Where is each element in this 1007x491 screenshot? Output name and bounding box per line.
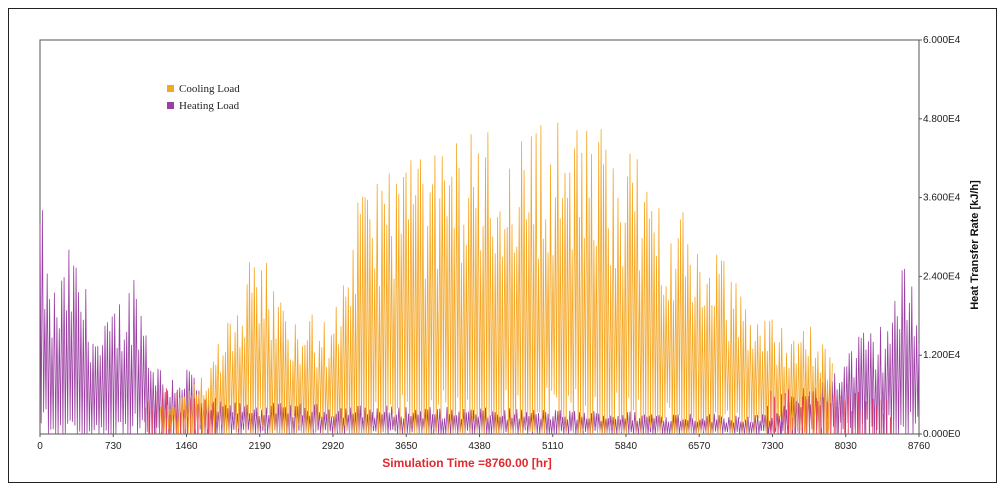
legend-swatch-cooling	[167, 85, 174, 92]
cooling-series	[160, 122, 833, 435]
y-tick-label: 0.000E0	[923, 429, 961, 440]
x-tick-label: 3650	[395, 441, 418, 452]
x-tick-label: 0	[37, 441, 43, 452]
legend: Cooling Load Heating Load	[167, 83, 240, 112]
x-tick-label: 8030	[835, 441, 858, 452]
x-tick-label: 7300	[761, 441, 784, 452]
y-tick-label: 4.800E4	[923, 114, 961, 125]
y-tick-label: 6.000E4	[923, 35, 961, 46]
x-tick-label: 6570	[688, 441, 711, 452]
y-axis-title: Heat Transfer Rate [kJ/h]	[969, 180, 981, 310]
legend-swatch-heating	[167, 102, 174, 109]
y-tick-label: 1.200E4	[923, 350, 961, 361]
y-tick-label: 2.400E4	[923, 271, 961, 282]
overlap-marks	[144, 388, 891, 434]
x-tick-label: 1460	[175, 441, 198, 452]
chart-svg: 0 730 1460 2190 2920 3650 4380 5110 5840 6570 7300…	[37, 35, 981, 470]
x-tick-label: 5840	[615, 441, 638, 452]
plot-area	[39, 39, 920, 435]
x-tick-label: 730	[105, 441, 122, 452]
series-line	[160, 122, 833, 435]
y-axis-ticks: 0.000E0 1.200E4 2.400E4 3.600E4 4.800E4 6.000…	[919, 35, 961, 440]
x-tick-label: 4380	[468, 441, 491, 452]
x-tick-label: 2190	[249, 441, 272, 452]
chart-frame: 0 730 1460 2190 2920 3650 4380 5110 5840 6570 7300…	[8, 8, 997, 483]
x-axis-ticks: 0 730 1460 2190 2920 3650 4380 5110 5840 6570 7300…	[37, 434, 931, 452]
legend-label-heating: Heating Load	[179, 100, 240, 112]
x-tick-label: 8760	[908, 441, 931, 452]
x-tick-label: 5110	[542, 441, 564, 452]
legend-label-cooling: Cooling Load	[179, 83, 240, 95]
x-axis-title: Simulation Time =8760.00 [hr]	[382, 456, 552, 470]
y-tick-label: 3.600E4	[923, 193, 961, 204]
x-tick-label: 2920	[322, 441, 345, 452]
